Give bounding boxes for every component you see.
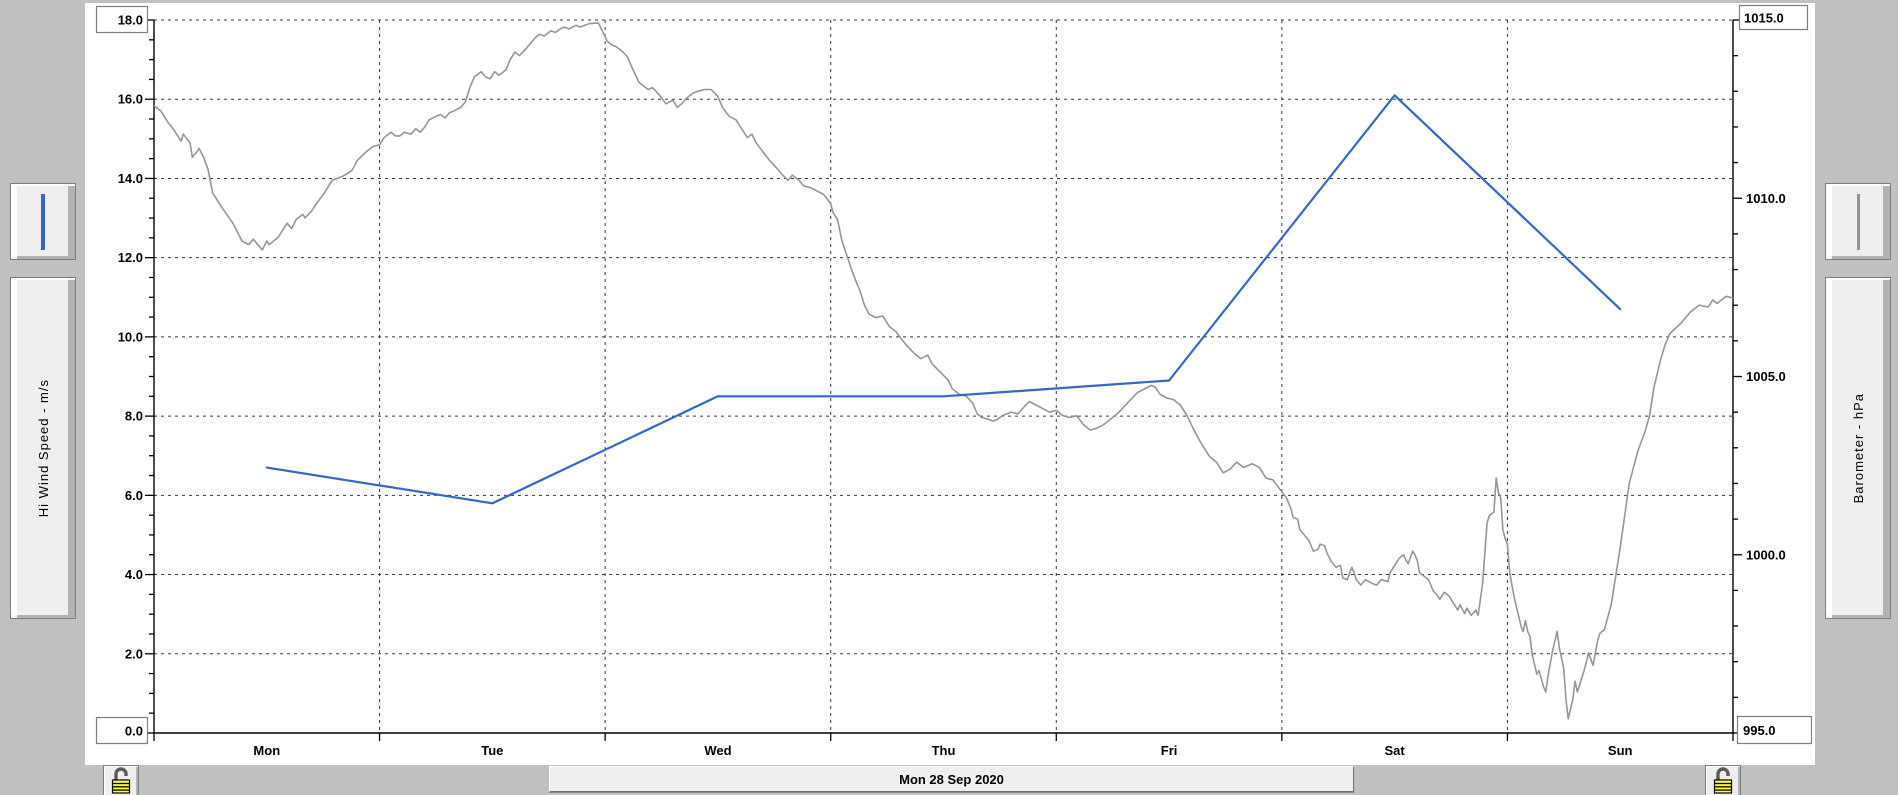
lock-left-button[interactable] [103,765,139,795]
unlocked-padlock-icon [1713,767,1733,794]
svg-text:14.0: 14.0 [118,171,143,186]
svg-text:Wed: Wed [704,743,731,758]
axes [145,19,1742,741]
svg-text:Tue: Tue [481,743,503,758]
unlocked-padlock-icon [111,767,131,794]
svg-text:995.0: 995.0 [1743,723,1776,738]
svg-text:1005.0: 1005.0 [1746,369,1786,384]
svg-text:1015.0: 1015.0 [1744,11,1784,26]
chart-canvas[interactable]: 2.0 4.0 6.0 8.0 10.0 12.0 14.0 16.0 1000.0 1005.0… [85,3,1815,765]
left-axis-label: Hi Wind Speed - m/s [35,378,51,518]
svg-text:12.0: 12.0 [118,250,143,265]
lock-right-button[interactable] [1705,765,1741,795]
right-axis-label-button[interactable]: Barometer - hPa [1825,277,1891,619]
svg-text:6.0: 6.0 [125,488,143,503]
svg-text:1000.0: 1000.0 [1746,547,1786,562]
svg-text:Thu: Thu [932,743,956,758]
svg-text:Sat: Sat [1385,743,1406,758]
svg-text:4.0: 4.0 [125,567,143,582]
wind-speed-line [265,94,1622,505]
wind-speed-swatch-line-icon [41,193,45,250]
svg-text:Sun: Sun [1608,743,1633,758]
svg-text:Mon: Mon [253,743,280,758]
status-date-text: Mon 28 Sep 2020 [899,771,1004,787]
svg-text:18.0: 18.0 [118,13,143,28]
chart-panel: 2.0 4.0 6.0 8.0 10.0 12.0 14.0 16.0 1000.0 1005.0… [85,3,1815,765]
left-axis-label-button[interactable]: Hi Wind Speed - m/s [10,277,76,619]
barometer-line [153,22,1734,720]
svg-text:2.0: 2.0 [125,646,143,661]
axis-tick-labels: 2.0 4.0 6.0 8.0 10.0 12.0 14.0 16.0 1000.0 1005.0… [95,4,1813,758]
svg-text:10.0: 10.0 [118,329,143,344]
right-axis-label: Barometer - hPa [1850,392,1866,504]
svg-text:16.0: 16.0 [118,92,143,107]
svg-text:Fri: Fri [1161,743,1178,758]
svg-text:8.0: 8.0 [125,409,143,424]
svg-text:1010.0: 1010.0 [1746,191,1786,206]
barometer-swatch-line-icon [1856,193,1860,250]
barometer-legend-button[interactable] [1825,183,1891,260]
svg-text:0.0: 0.0 [125,724,143,739]
status-bar: Mon 28 Sep 2020 [549,766,1354,792]
wind-speed-legend-button[interactable] [10,183,76,260]
